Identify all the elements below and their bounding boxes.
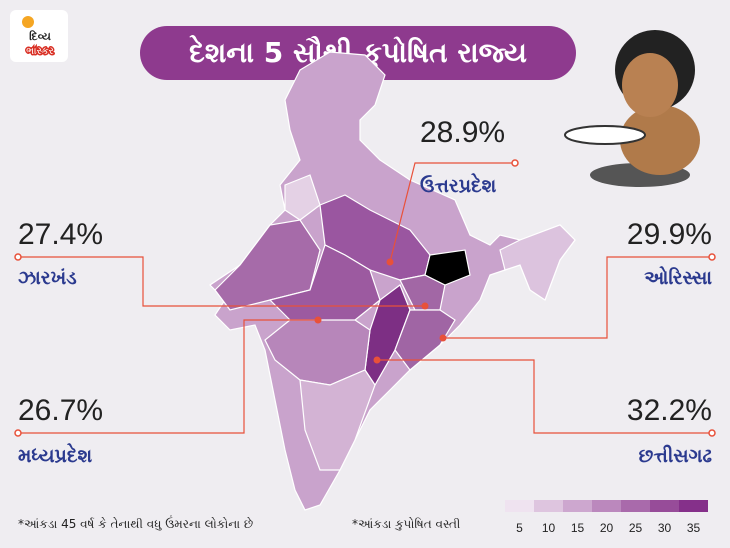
state-jh [399, 274, 446, 311]
title-banner [140, 26, 576, 80]
legend: 5 10 15 20 25 30 35 [505, 500, 708, 535]
footnote: *આંકડા કુપોષિત વસ્તી [352, 517, 460, 531]
callout-dot [421, 302, 429, 310]
state-ne [499, 224, 576, 301]
state [284, 174, 321, 221]
callout-name: મધ્યપ્રદેશ [18, 443, 92, 467]
callout-dot [314, 316, 322, 324]
callout-line [443, 256, 712, 339]
callout-dot [439, 334, 447, 342]
legend-swatch [621, 500, 650, 512]
callout-dot [14, 253, 22, 261]
legend-swatch [534, 500, 563, 512]
legend-tick-label: 10 [542, 521, 556, 535]
callout-line [18, 256, 425, 307]
callout-line [377, 359, 712, 434]
callout-value: 29.9% [627, 218, 712, 251]
legend-tick-label: 5 [516, 521, 523, 535]
callout-dot [373, 356, 381, 364]
state [424, 249, 471, 286]
callout-dot [511, 159, 519, 167]
legend-swatch [563, 500, 592, 512]
logo: દિવ્ય ભાસ્કર [10, 10, 68, 62]
footnote: *આંકડા 45 વર્ષ કે તેનાથી વધુ ઉંમરના લોકો… [18, 514, 253, 531]
state [299, 369, 376, 471]
legend-swatch [592, 500, 621, 512]
callout-line [389, 162, 515, 263]
logo-text: દિવ્ય [29, 29, 51, 43]
legend-tick-label: 35 [687, 521, 701, 535]
legend-swatch [679, 500, 708, 512]
callout-name: ઉત્તરપ્રદેશ [420, 173, 497, 197]
logo-sun [22, 16, 34, 28]
legend-swatch [650, 500, 679, 512]
cartoon-plate [564, 125, 646, 145]
legend-tick-label: 25 [629, 521, 643, 535]
state-od [394, 309, 456, 371]
callout-value: 32.2% [627, 394, 712, 427]
legend-tick-label: 30 [658, 521, 672, 535]
callout-value: 27.4% [18, 218, 103, 251]
callout-name: ઓરિસ્સા [644, 266, 712, 289]
logo-text: ભાસ્કર [26, 46, 54, 57]
callout-dot [708, 253, 716, 261]
cartoon-body [620, 105, 700, 175]
callout-dot [14, 429, 22, 437]
legend-swatch [505, 500, 534, 512]
callout-value: 26.7% [18, 394, 103, 427]
callout-value: 28.9% [420, 116, 505, 149]
legend-tick-label: 15 [571, 521, 585, 535]
callout-dot [708, 429, 716, 437]
legend-tick-label: 20 [600, 521, 614, 535]
cartoon-face [622, 53, 678, 117]
callout-name: છત્તીસગઢ [639, 445, 713, 467]
callout-line [18, 319, 318, 434]
map [209, 51, 576, 511]
cartoon [564, 30, 700, 187]
callout-name: ઝારખંડ [18, 267, 77, 289]
callout-dot [386, 258, 394, 266]
